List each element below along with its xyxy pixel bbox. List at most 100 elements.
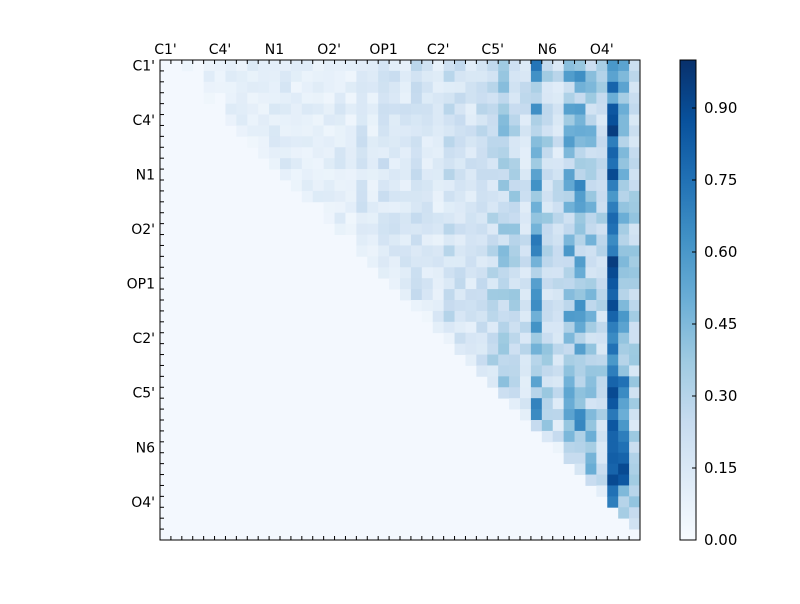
heatmap-cell bbox=[541, 125, 554, 137]
heatmap-cell bbox=[596, 474, 608, 486]
heatmap-cell bbox=[345, 212, 357, 225]
heatmap-cell bbox=[454, 114, 466, 126]
heatmap-cell bbox=[618, 201, 630, 214]
heatmap-cell bbox=[236, 70, 248, 83]
heatmap-cell bbox=[378, 223, 390, 235]
heatmap-cell bbox=[421, 81, 434, 94]
heatmap-cell bbox=[530, 387, 543, 399]
heatmap-cell bbox=[618, 485, 630, 497]
heatmap-cell bbox=[629, 463, 641, 475]
heatmap-cell bbox=[465, 201, 477, 214]
heatmap-cell bbox=[520, 201, 532, 214]
heatmap-cell bbox=[421, 190, 434, 203]
x-tick-label: N6 bbox=[538, 42, 557, 58]
heatmap-cell bbox=[225, 60, 237, 72]
heatmap-cell bbox=[432, 60, 445, 72]
heatmap-cell bbox=[552, 300, 565, 312]
heatmap-cell bbox=[607, 103, 619, 115]
heatmap-cell bbox=[421, 234, 434, 246]
heatmap-cell bbox=[618, 289, 630, 301]
heatmap-cell bbox=[356, 169, 368, 181]
heatmap-cell bbox=[618, 212, 630, 225]
heatmap-cell bbox=[607, 343, 619, 355]
heatmap-cell bbox=[509, 60, 521, 72]
heatmap-cell bbox=[509, 190, 521, 203]
heatmap-cell bbox=[487, 278, 499, 290]
heatmap-cell bbox=[541, 245, 554, 257]
heatmap-cell bbox=[454, 136, 466, 148]
heatmap-cell bbox=[400, 60, 412, 72]
heatmap-cell bbox=[487, 343, 499, 355]
heatmap-cell bbox=[541, 147, 554, 159]
heatmap-cell bbox=[443, 310, 455, 323]
heatmap-cell bbox=[421, 60, 434, 72]
heatmap-cell bbox=[530, 180, 543, 192]
heatmap-cell bbox=[618, 223, 630, 235]
heatmap-cell bbox=[465, 300, 477, 312]
heatmap-cell bbox=[618, 278, 630, 290]
heatmap-cell bbox=[378, 190, 390, 203]
heatmap-cell bbox=[574, 81, 586, 94]
heatmap-cell bbox=[618, 256, 630, 268]
heatmap-cell bbox=[596, 452, 608, 465]
heatmap-cell bbox=[454, 92, 466, 105]
heatmap-cell bbox=[541, 430, 554, 443]
heatmap-cell bbox=[421, 267, 434, 279]
heatmap-cell bbox=[520, 212, 532, 225]
heatmap-cell bbox=[443, 278, 455, 290]
heatmap-cell bbox=[432, 180, 445, 192]
heatmap-cell bbox=[574, 180, 586, 192]
heatmap-cell bbox=[509, 398, 521, 410]
heatmap-cell bbox=[389, 169, 401, 181]
heatmap-cell bbox=[367, 180, 379, 192]
heatmap-cell bbox=[269, 114, 281, 126]
heatmap-cell bbox=[465, 125, 477, 137]
heatmap-cell bbox=[509, 136, 521, 148]
heatmap-cell bbox=[607, 430, 619, 443]
heatmap-cell bbox=[520, 365, 532, 377]
heatmap-cell bbox=[498, 136, 510, 148]
heatmap-cell bbox=[530, 354, 543, 366]
heatmap-cell bbox=[269, 92, 281, 105]
heatmap-cell bbox=[476, 103, 488, 115]
heatmap-cell bbox=[389, 278, 401, 290]
heatmap-cell bbox=[280, 81, 292, 94]
heatmap-cell bbox=[312, 70, 325, 83]
heatmap-cell bbox=[421, 114, 434, 126]
heatmap-cell bbox=[443, 114, 455, 126]
heatmap-cell bbox=[476, 190, 488, 203]
heatmap-cell bbox=[290, 158, 303, 170]
heatmap-cell bbox=[432, 190, 445, 203]
heatmap-cell bbox=[563, 180, 575, 192]
heatmap-cell bbox=[334, 212, 346, 225]
heatmap-cell bbox=[356, 60, 368, 72]
heatmap-cell bbox=[301, 180, 314, 192]
heatmap-cell bbox=[498, 278, 510, 290]
heatmap-cell bbox=[607, 332, 619, 345]
heatmap-cell bbox=[487, 81, 499, 94]
heatmap-cell bbox=[454, 278, 466, 290]
heatmap-cell bbox=[487, 256, 499, 268]
heatmap-cell bbox=[432, 103, 445, 115]
heatmap-cell bbox=[585, 158, 597, 170]
heatmap-cell bbox=[509, 223, 521, 235]
heatmap-cell bbox=[421, 158, 434, 170]
heatmap-cell bbox=[563, 212, 575, 225]
heatmap-cell bbox=[454, 256, 466, 268]
heatmap-cell bbox=[520, 169, 532, 181]
heatmap-cell bbox=[421, 136, 434, 148]
heatmap-cell bbox=[476, 245, 488, 257]
heatmap-cell bbox=[280, 169, 292, 181]
heatmap-cell bbox=[563, 103, 575, 115]
heatmap-cell bbox=[476, 332, 488, 345]
heatmap-cell bbox=[607, 365, 619, 377]
heatmap-cell bbox=[530, 190, 543, 203]
heatmap-cell bbox=[465, 158, 477, 170]
heatmap-cell bbox=[585, 332, 597, 345]
heatmap-cell bbox=[269, 147, 281, 159]
heatmap-cell bbox=[421, 92, 434, 105]
heatmap-cell bbox=[520, 70, 532, 83]
heatmap-cell bbox=[563, 300, 575, 312]
heatmap-cell bbox=[563, 409, 575, 421]
